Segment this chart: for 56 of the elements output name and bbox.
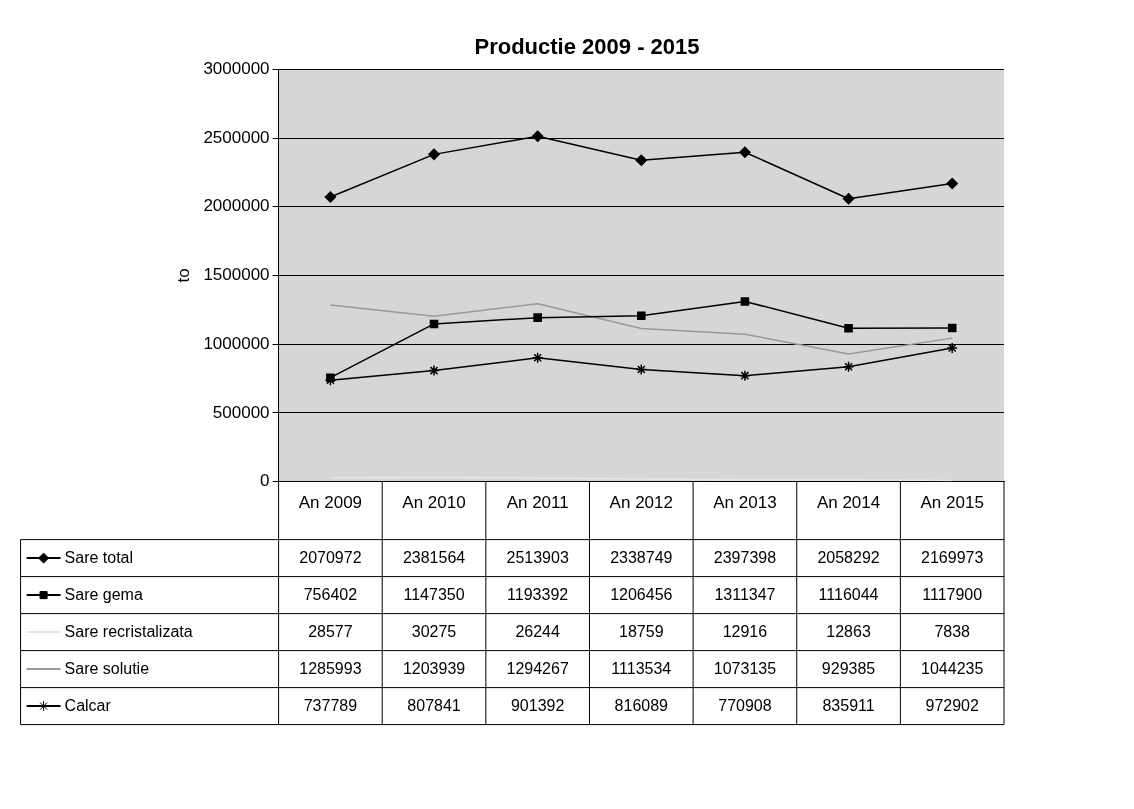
data-label: 2381564 [402,548,466,566]
data-label: 770908 [718,696,772,714]
legend-label: Sare recristalizata [64,622,193,640]
data-label: 12863 [826,622,871,640]
y-axis-title: to [173,268,193,283]
data-label: 1116044 [818,585,879,603]
y-tick-label: 500000 [212,402,270,422]
data-label: 30275 [411,622,457,640]
data-label: 972902 [925,696,979,714]
data-label: 18759 [619,622,664,640]
data-label: 2513903 [506,548,569,566]
data-label: 12916 [722,622,768,640]
data-label: 2058292 [817,548,880,566]
data-label: 1285993 [299,659,362,677]
data-label: 1203939 [402,659,466,677]
data-label: 1044235 [921,659,984,677]
data-label: 737789 [303,696,358,714]
data-label: 1206456 [610,585,673,603]
legend-label: Sare gema [64,585,143,603]
x-tick-label: An 2015 [920,493,984,513]
data-label: 7838 [934,622,971,640]
y-tick-label: 1000000 [203,333,270,353]
x-tick-label: An 2010 [402,493,466,513]
legend-label: Sare solutie [64,659,150,677]
data-label: 1113534 [611,659,672,677]
data-label: 2070972 [299,548,362,566]
y-tick-label: 2500000 [203,127,270,147]
legend-label: Calcar [64,696,112,714]
y-tick-label: 0 [260,471,270,491]
x-tick-label: An 2013 [713,493,777,513]
legend-label: Sare total [64,548,134,566]
data-label: 2338749 [610,548,673,566]
data-label: 1294267 [506,659,569,677]
x-tick-label: An 2009 [298,493,363,513]
y-tick-label: 1500000 [203,265,270,285]
data-label: 1117900 [922,585,983,603]
x-tick-label: An 2012 [609,493,673,513]
data-label: 2169973 [921,548,984,566]
data-label: 28577 [308,622,353,640]
x-tick-label: An 2011 [506,493,569,513]
data-label: 1311347 [714,585,776,603]
data-label: 816089 [614,696,669,714]
data-label: 807841 [407,696,461,714]
data-label: 756402 [303,585,358,603]
data-label: 2397398 [713,548,777,566]
data-label: 1193392 [507,585,569,603]
data-label: 1147350 [403,585,465,603]
y-tick-label: 3000000 [203,59,270,79]
data-label: 901392 [510,696,565,714]
y-tick-label: 2000000 [203,196,270,216]
data-label: 835911 [822,696,875,714]
data-label: 26244 [515,622,560,640]
data-label: 929385 [821,659,876,677]
chart-title: Productie 2009 - 2015 [474,34,700,60]
data-label: 1073135 [713,659,777,677]
x-tick-label: An 2014 [816,493,881,513]
